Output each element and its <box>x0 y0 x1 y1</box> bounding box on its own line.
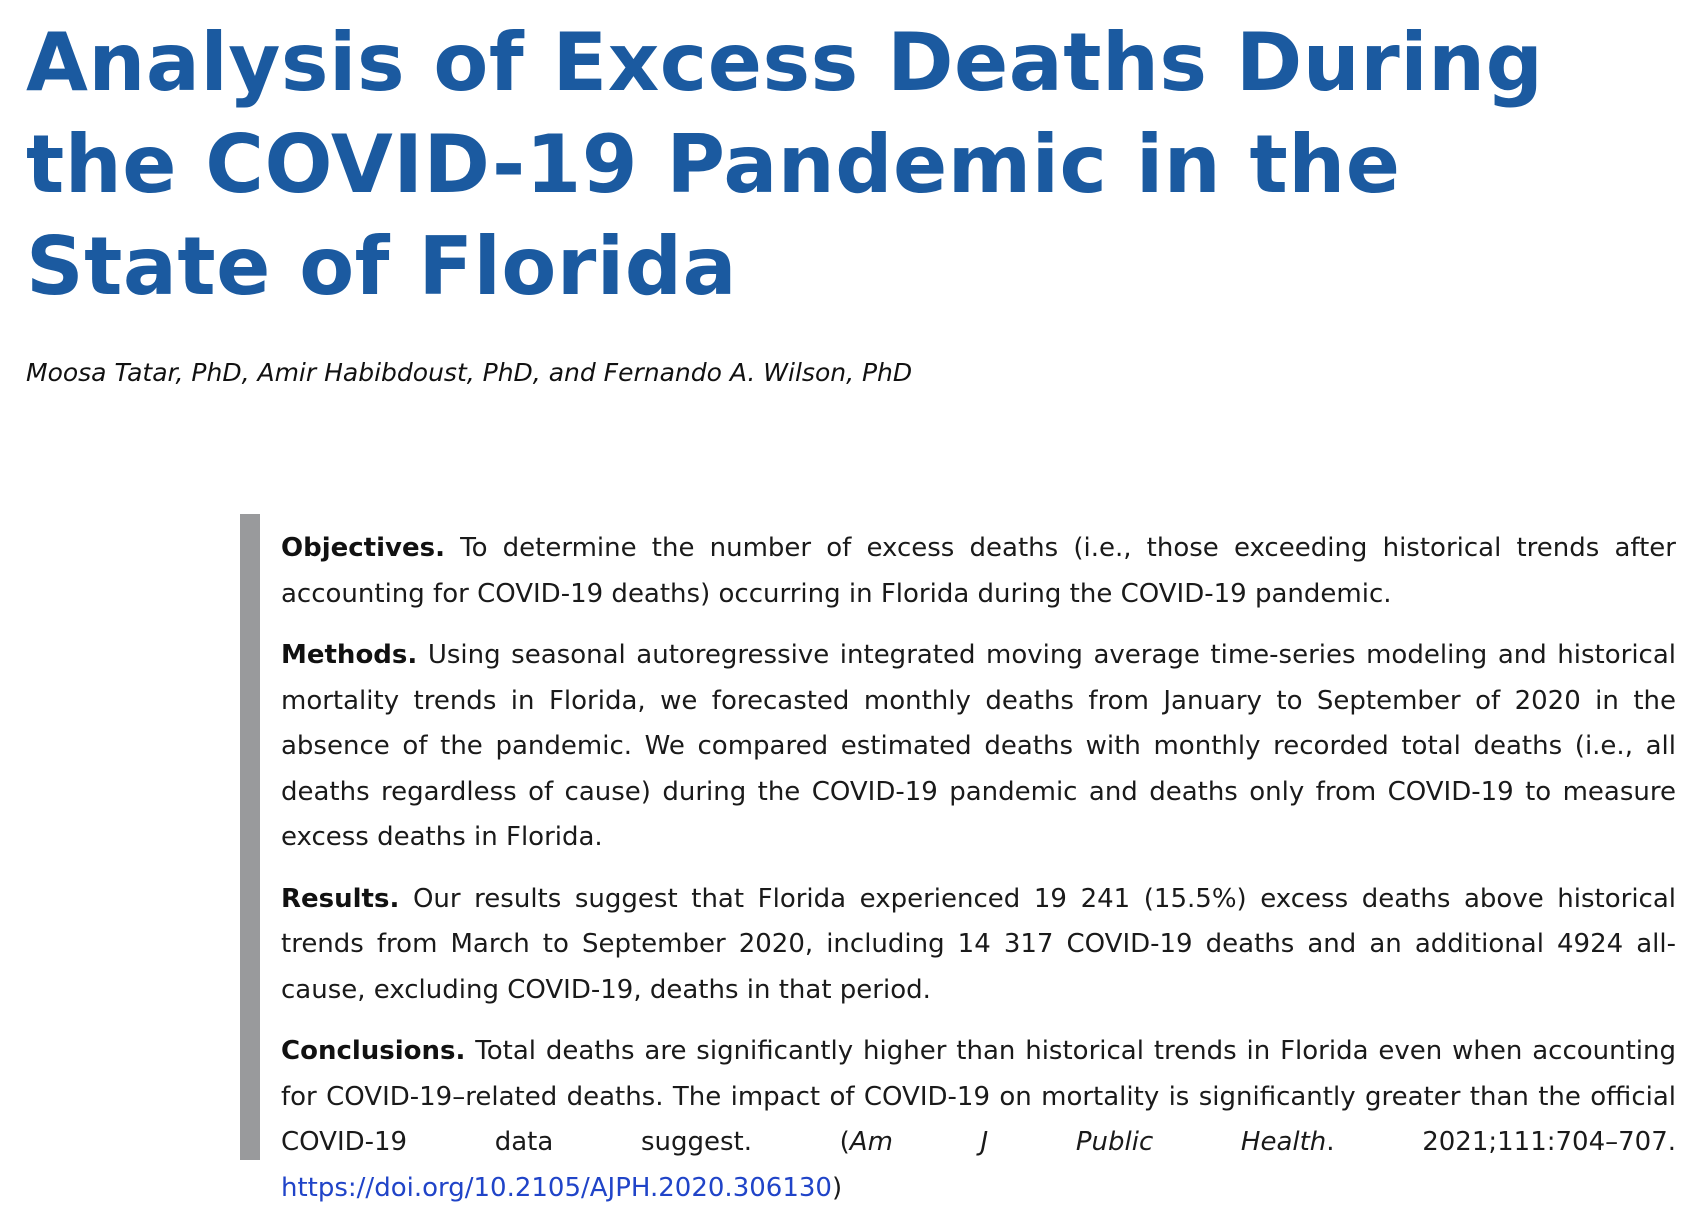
abstract-methods: Methods. Using seasonal autoregressive i… <box>281 633 1676 861</box>
doi-link[interactable]: https://doi.org/10.2105/AJPH.2020.306130 <box>281 1172 832 1203</box>
results-label: Results. <box>281 883 400 914</box>
article-title: Analysis of Excess Deaths During the COV… <box>26 16 1544 313</box>
objectives-label: Objectives. <box>281 533 445 563</box>
citation-closing: ) <box>831 1172 843 1203</box>
methods-label: Methods. <box>281 640 418 670</box>
article-page: Analysis of Excess Deaths During the COV… <box>26 16 1676 1203</box>
citation-details: . 2021;111:704–707. <box>1326 1127 1677 1157</box>
abstract-objectives: Objectives. To determine the number of e… <box>281 526 1676 617</box>
results-text: Our results suggest that Florida experie… <box>281 883 1677 1005</box>
abstract-results: Results. Our results suggest that Florid… <box>281 877 1676 1014</box>
conclusions-label: Conclusions. <box>281 1036 466 1066</box>
abstract-sidebar-bar <box>240 514 260 1160</box>
abstract-conclusions: Conclusions. Total deaths are significan… <box>281 1029 1676 1211</box>
journal-name: Am J Public Health <box>849 1127 1327 1157</box>
methods-text: Using seasonal autoregressive integrated… <box>281 640 1677 852</box>
author-list: Moosa Tatar, PhD, Amir Habibdoust, PhD, … <box>26 358 913 387</box>
abstract: Objectives. To determine the number of e… <box>281 526 1676 1227</box>
objectives-text: To determine the number of excess deaths… <box>281 533 1676 609</box>
conclusions-text: Total deaths are significantly higher th… <box>281 1036 1676 1157</box>
